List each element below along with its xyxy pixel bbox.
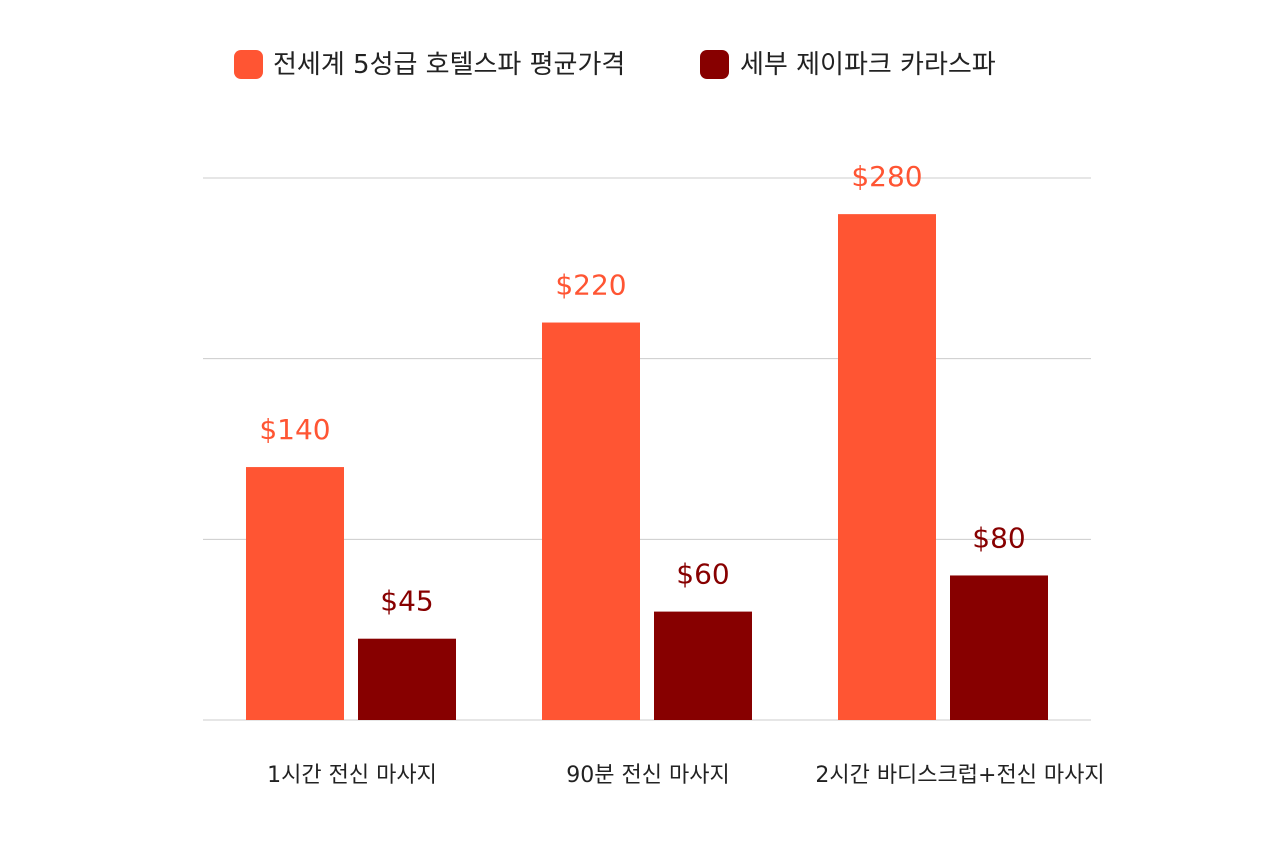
legend-label-0: 전세계 5성급 호텔스파 평균가격	[273, 50, 625, 80]
bars	[246, 214, 1048, 720]
x-tick-label-1: 90분 전신 마사지	[566, 763, 729, 788]
value-label-s1-c0: $45	[380, 585, 433, 618]
bar-s0-c2	[838, 214, 936, 720]
value-label-s0-c1: $220	[555, 269, 626, 302]
value-label-s1-c2: $80	[972, 521, 1025, 554]
x-tick-label-2: 2시간 바디스크럽+전신 마사지	[815, 763, 1104, 788]
legend-swatch-1	[700, 50, 729, 79]
bar-s1-c2	[950, 575, 1048, 720]
legend-label-1: 세부 제이파크 카라스파	[740, 50, 996, 80]
value-label-s0-c0: $140	[259, 413, 330, 446]
bar-s1-c0	[358, 638, 456, 720]
legend-swatch-0	[234, 50, 263, 79]
bar-s1-c1	[654, 611, 752, 720]
value-labels: $140 $45 $220 $60 $280 $80	[259, 160, 1025, 618]
value-label-s0-c2: $280	[851, 160, 922, 193]
value-label-s1-c1: $60	[676, 558, 729, 591]
bar-s0-c0	[246, 467, 344, 720]
x-tick-label-0: 1시간 전신 마사지	[267, 763, 437, 788]
bar-s0-c1	[542, 322, 640, 720]
legend: 전세계 5성급 호텔스파 평균가격 세부 제이파크 카라스파	[234, 50, 996, 80]
x-axis-tick-labels: 1시간 전신 마사지 90분 전신 마사지 2시간 바디스크럽+전신 마사지	[267, 763, 1104, 788]
gridlines	[203, 177, 1091, 721]
